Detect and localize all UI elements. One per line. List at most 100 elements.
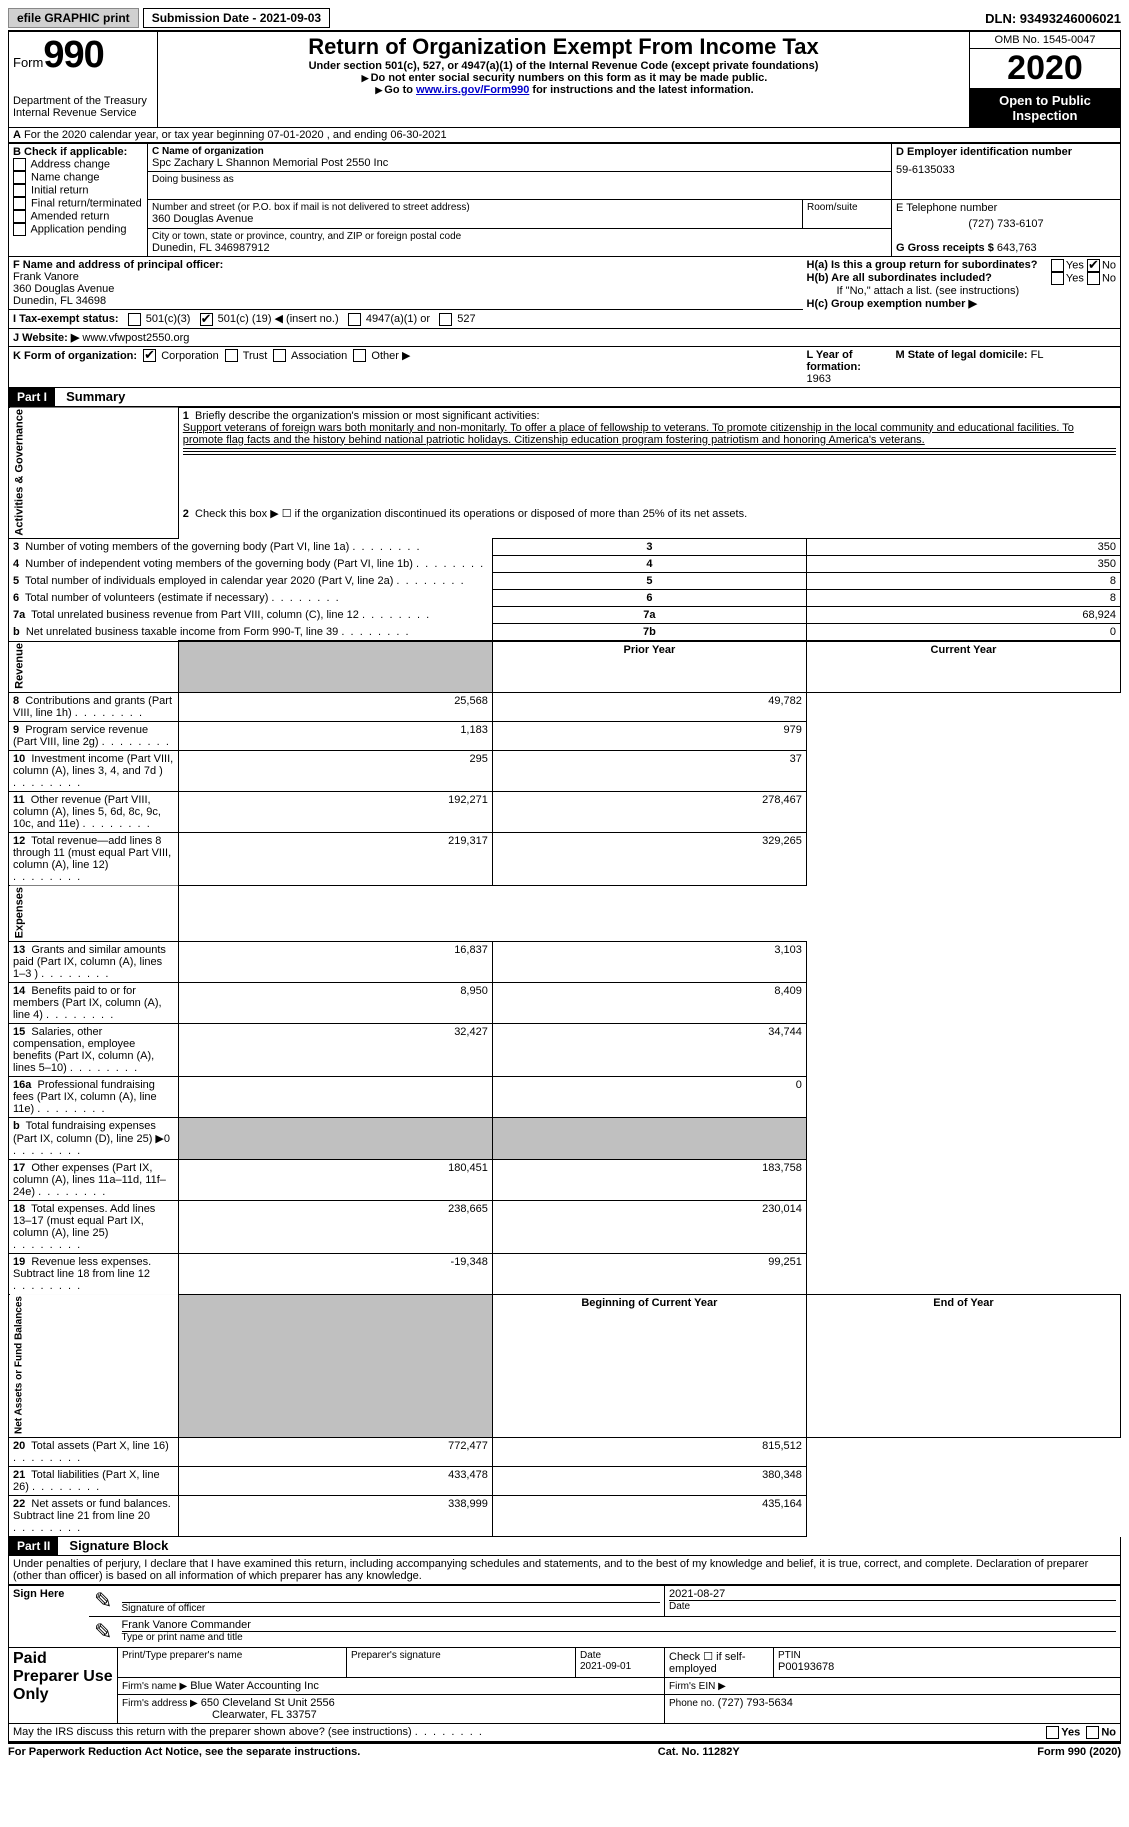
other-checkbox[interactable] [353,349,366,362]
summary-row: 7a Total unrelated business revenue from… [9,607,1121,624]
box-j-label: J Website: ▶ [13,332,79,344]
boxb-option: Final return/terminated [13,197,143,210]
form-label: Form [13,55,43,70]
ein-value: 59-6135033 [896,164,1116,176]
prior-year-header: Prior Year [492,641,806,692]
line2-text: Check this box ▶ ☐ if the organization d… [195,508,747,520]
summary-row: 8 Contributions and grants (Part VIII, l… [9,692,1121,721]
boxb-checkbox[interactable] [13,184,26,197]
vert-expenses: Expenses [9,885,179,941]
summary-row: 11 Other revenue (Part VIII, column (A),… [9,791,1121,832]
box-d-label: D Employer identification number [896,146,1116,158]
dept-treasury: Department of the Treasury [13,95,153,107]
summary-row: b Net unrelated business taxable income … [9,624,1121,642]
ha-label: H(a) Is this a group return for subordin… [807,259,1038,272]
box-e-label: E Telephone number [896,202,1116,214]
beg-year-header: Beginning of Current Year [492,1294,806,1437]
summary-row: 6 Total number of volunteers (estimate i… [9,590,1121,607]
current-year-header: Current Year [806,641,1120,692]
prep-date: 2021-09-01 [580,1661,631,1672]
dba-label: Doing business as [152,174,887,185]
officer-name-title: Frank Vanore Commander [122,1619,1117,1632]
summary-row: 17 Other expenses (Part IX, column (A), … [9,1159,1121,1200]
org-name: Spc Zachary L Shannon Memorial Post 2550… [152,157,887,169]
dln: DLN: 93493246006021 [985,11,1121,26]
summary-row: 16a Professional fundraising fees (Part … [9,1076,1121,1117]
entity-info-table: B Check if applicable: Address change Na… [8,143,1121,388]
street-label: Number and street (or P.O. box if mail i… [152,202,798,213]
summary-row: b Total fundraising expenses (Part IX, c… [9,1117,1121,1159]
summary-row: 22 Net assets or fund balances. Subtract… [9,1495,1121,1536]
boxb-checkbox[interactable] [13,158,26,171]
sign-arrow-icon: ✎ [89,1585,118,1616]
note-ssn: Do not enter social security numbers on … [371,72,768,84]
box-i-label: I Tax-exempt status: [13,313,119,325]
hc-label: H(c) Group exemption number ▶ [807,297,1117,310]
form990-link[interactable]: www.irs.gov/Form990 [416,84,529,96]
boxb-option: Name change [13,171,143,184]
summary-row: 10 Investment income (Part VIII, column … [9,750,1121,791]
527-checkbox[interactable] [439,313,452,326]
box-c-label: C Name of organization [152,146,887,157]
boxb-option: Address change [13,158,143,171]
discuss-yes-checkbox[interactable] [1046,1726,1059,1739]
discuss-no-checkbox[interactable] [1086,1726,1099,1739]
boxb-option: Initial return [13,184,143,197]
line1-label: Briefly describe the organization's miss… [195,410,539,422]
summary-row: 3 Number of voting members of the govern… [9,539,1121,556]
footer-left: For Paperwork Reduction Act Notice, see … [8,1746,360,1758]
name-title-label: Type or print name and title [122,1632,1117,1643]
year-formation: 1963 [807,373,831,385]
summary-row: 5 Total number of individuals employed i… [9,573,1121,590]
paid-preparer-label: Paid Preparer Use Only [9,1647,118,1723]
4947-checkbox[interactable] [348,313,361,326]
summary-row: 20 Total assets (Part X, line 16)772,477… [9,1437,1121,1466]
end-year-header: End of Year [806,1294,1120,1437]
ha-no-checkbox[interactable] [1087,259,1100,272]
hb-no-checkbox[interactable] [1087,272,1100,285]
box-k-label: K Form of organization: [13,350,137,362]
part2-title: Signature Block [61,1538,168,1553]
summary-row: 14 Benefits paid to or for members (Part… [9,982,1121,1023]
firm-phone: (727) 793-5634 [718,1697,793,1709]
boxb-checkbox[interactable] [13,223,26,236]
sig-date: 2021-08-27 [669,1588,1116,1601]
box-f-label: F Name and address of principal officer: [13,259,799,271]
signature-table: Sign Here ✎ Signature of officer 2021-08… [8,1585,1121,1742]
summary-row: 19 Revenue less expenses. Subtract line … [9,1253,1121,1294]
form-subtitle: Under section 501(c), 527, or 4947(a)(1)… [162,60,965,72]
501c3-checkbox[interactable] [128,313,141,326]
sign-arrow-icon-2: ✎ [89,1616,118,1647]
boxb-checkbox[interactable] [13,210,26,223]
footer-right: Form 990 (2020) [1037,1746,1121,1758]
ha-yes-checkbox[interactable] [1051,259,1064,272]
part2-header: Part II [9,1537,58,1555]
mission-text: Support veterans of foreign wars both mo… [183,422,1074,446]
corp-checkbox[interactable] [143,349,156,362]
boxb-checkbox[interactable] [13,197,26,210]
hb-yes-checkbox[interactable] [1051,272,1064,285]
efile-button[interactable]: efile GRAPHIC print [8,8,139,28]
state-domicile: FL [1031,349,1044,361]
phone-value: (727) 733-6107 [896,218,1116,230]
summary-row: 12 Total revenue—add lines 8 through 11 … [9,832,1121,885]
sig-officer-label: Signature of officer [122,1603,661,1614]
assoc-checkbox[interactable] [273,349,286,362]
box-b-label: B Check if applicable: [13,146,143,158]
street-value: 360 Douglas Avenue [152,213,798,225]
trust-checkbox[interactable] [225,349,238,362]
boxb-checkbox[interactable] [13,171,26,184]
note-goto-post: for instructions and the latest informat… [529,84,753,96]
boxb-option: Amended return [13,210,143,223]
room-label: Room/suite [807,202,887,213]
omb-number: OMB No. 1545-0047 [970,32,1120,49]
firm-addr1: 650 Cleveland St Unit 2556 [201,1697,335,1709]
self-employed-check[interactable]: Check ☐ if self-employed [665,1647,774,1677]
penalty-text: Under penalties of perjury, I declare th… [8,1556,1121,1585]
page-footer: For Paperwork Reduction Act Notice, see … [8,1742,1121,1758]
box-g-label: G Gross receipts $ [896,242,994,254]
part1-header: Part I [9,388,55,406]
vert-netassets: Net Assets or Fund Balances [9,1294,179,1437]
summary-row: 4 Number of independent voting members o… [9,556,1121,573]
501c-checkbox[interactable] [200,313,213,326]
